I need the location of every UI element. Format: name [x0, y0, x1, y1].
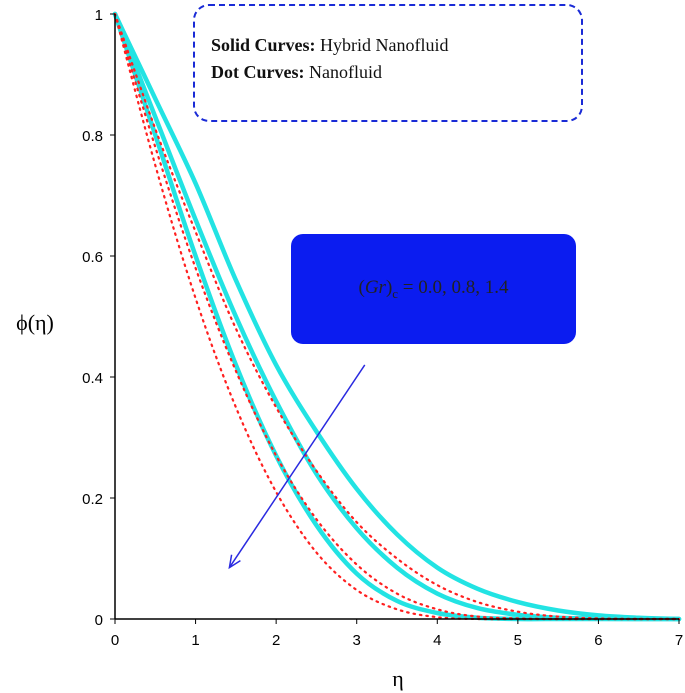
x-tick-label: 4	[433, 632, 441, 649]
y-axis-label: ϕ(η)	[16, 310, 54, 335]
ticks-group: 0 1 2 3 4 5 6 7 0 0.2 0.4 0.6 0.8 1	[82, 7, 683, 649]
y-tick-label: 1	[95, 7, 103, 24]
arrow-head-icon	[228, 554, 241, 570]
legend-dot-entry: Dot Curves: Nanofluid	[211, 62, 382, 83]
y-tick-label: 0.6	[82, 249, 103, 266]
parameter-annotation-box: (Gr)c = 0.0, 0.8, 1.4	[291, 234, 576, 344]
y-tick-label: 0.8	[82, 128, 103, 145]
legend-solid-entry: Solid Curves: Hybrid Nanofluid	[211, 35, 449, 56]
arrow-line	[228, 364, 366, 568]
y-tick-label: 0	[95, 612, 103, 629]
dotted-curve-4	[113, 12, 681, 621]
arrow-group	[228, 364, 366, 570]
annotation-variable: Gr	[364, 276, 386, 298]
x-tick-label: 7	[675, 632, 683, 649]
solid-curve-1	[112, 11, 682, 622]
legend-dot-title: Dot Curves:	[211, 62, 305, 82]
y-tick-label: 0.2	[82, 491, 103, 508]
x-tick-label: 1	[191, 632, 199, 649]
x-axis-label: η	[392, 666, 404, 691]
annotation-values: = 0.0, 0.8, 1.4	[402, 276, 509, 298]
x-tick-label: 3	[353, 632, 361, 649]
x-tick-label: 5	[514, 632, 522, 649]
legend-solid-text: Hybrid Nanofluid	[320, 35, 449, 55]
annotation-subscript: c	[392, 285, 399, 301]
legend-box: Solid Curves: Hybrid Nanofluid Dot Curve…	[193, 4, 583, 122]
legend-solid-title: Solid Curves:	[211, 35, 316, 55]
legend-dot-text: Nanofluid	[308, 62, 382, 82]
x-tick-label: 2	[272, 632, 280, 649]
parameter-annotation: (Gr)c = 0.0, 0.8, 1.4	[358, 276, 509, 301]
x-tick-label: 0	[111, 632, 119, 649]
axes-group	[114, 14, 679, 620]
x-tick-label: 6	[594, 632, 602, 649]
dotted-curve-6	[113, 12, 681, 621]
y-tick-label: 0.4	[82, 370, 103, 387]
